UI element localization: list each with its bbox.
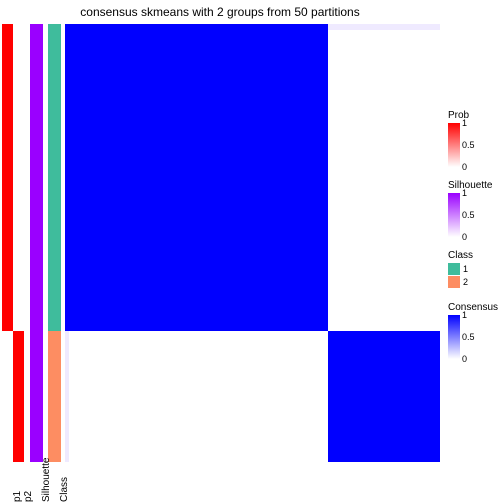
legend-label: 1 (463, 264, 468, 274)
legend-ticks: 10.50 (460, 193, 490, 237)
legend-tick: 0.5 (462, 140, 475, 150)
legend-ticks: 10.50 (460, 315, 490, 359)
anno-col-class (48, 24, 61, 462)
legend-cat-item: 2 (448, 276, 502, 288)
anno-label-class: Class (59, 477, 70, 502)
legend-gradient (448, 315, 460, 359)
legend-tick: 1 (462, 118, 467, 128)
legend-title: Consensus (448, 302, 502, 313)
anno-label-silhouette: Silhouette (41, 458, 52, 502)
consensus-heatmap (65, 24, 440, 462)
legend-tick: 0.5 (462, 210, 475, 220)
legend-gradient (448, 193, 460, 237)
legend-tick: 0 (462, 354, 467, 364)
legend-tick: 1 (462, 188, 467, 198)
legend-ticks: 10.50 (460, 123, 490, 167)
legend-prob: Prob 10.50 (448, 110, 502, 167)
legend-consensus: Consensus 10.50 (448, 302, 502, 359)
legend-silhouette: Silhouette 10.50 (448, 180, 502, 237)
legend-swatch (448, 276, 460, 288)
anno-col-silhouette (30, 24, 43, 462)
legend-title: Class (448, 250, 502, 261)
anno-col-p1 (2, 24, 13, 462)
anno-label-p1: p1 (12, 491, 23, 502)
legend-class: Class 1 2 (448, 250, 502, 289)
legend-swatch (448, 263, 460, 275)
plot-area (2, 24, 440, 462)
legend-tick: 1 (462, 310, 467, 320)
legend-tick: 0 (462, 162, 467, 172)
legend-gradient (448, 123, 460, 167)
anno-label-p2: p2 (23, 491, 34, 502)
legend-cat-item: 1 (448, 263, 502, 275)
legend-tick: 0.5 (462, 332, 475, 342)
legend-tick: 0 (462, 232, 467, 242)
legend-label: 2 (463, 277, 468, 287)
anno-col-p2 (13, 24, 24, 462)
chart-title: consensus skmeans with 2 groups from 50 … (0, 5, 440, 19)
legend-title: Prob (448, 110, 502, 121)
legend-title: Silhouette (448, 180, 502, 191)
